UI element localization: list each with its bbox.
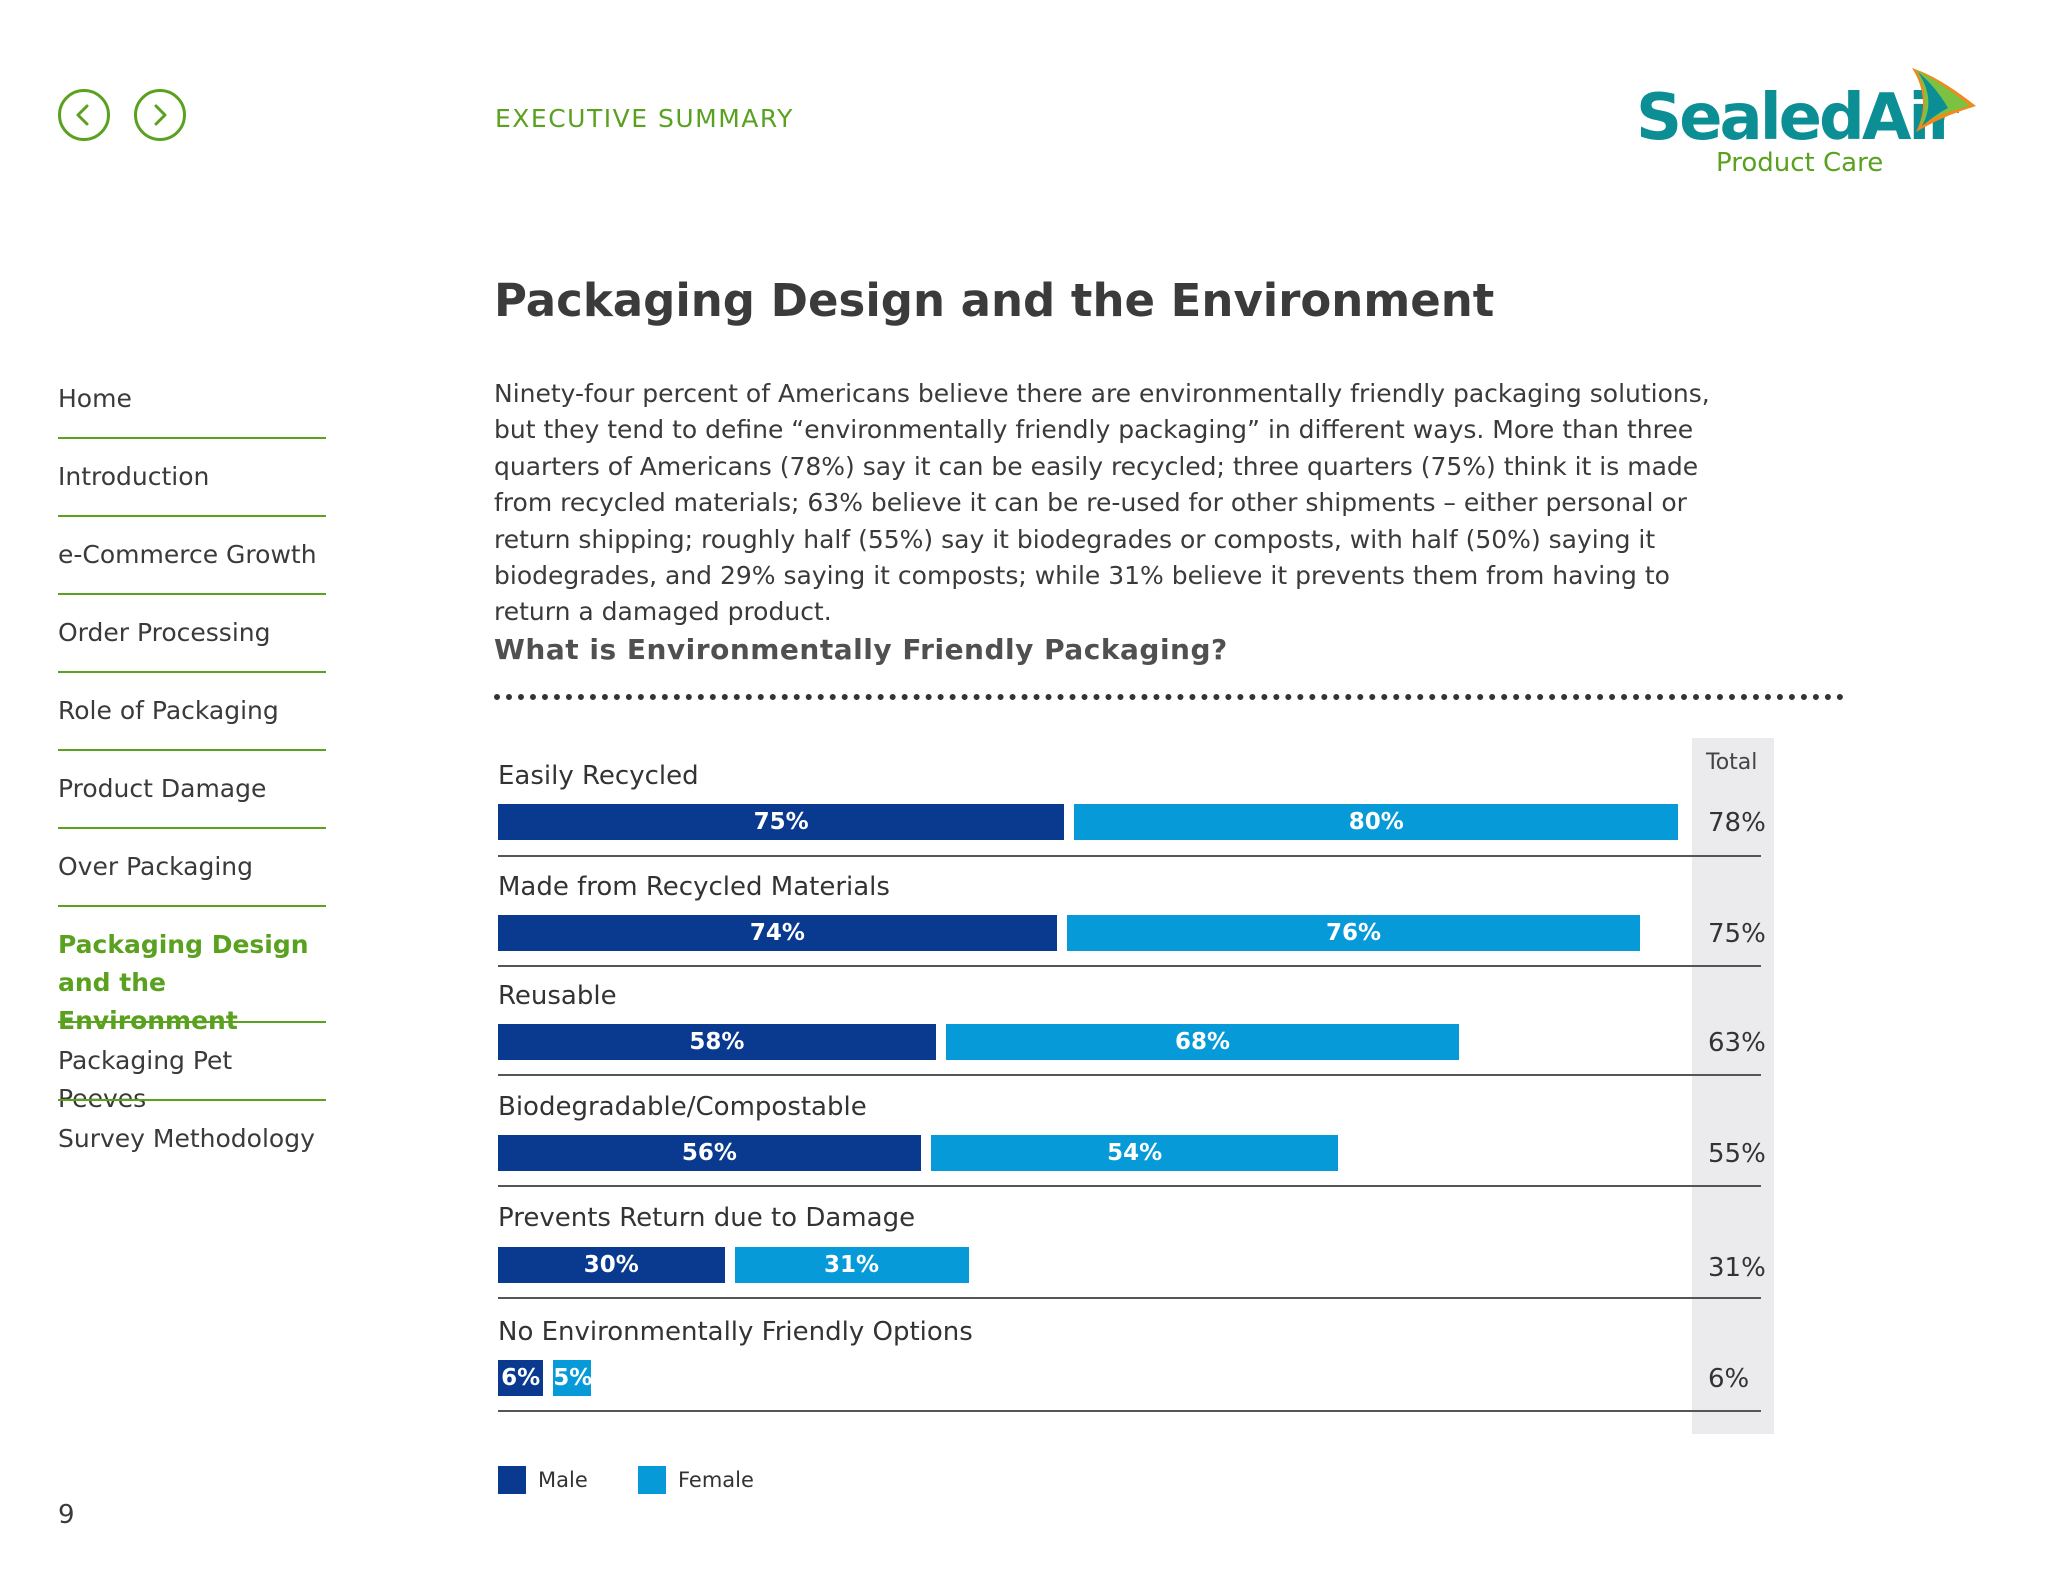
sidebar-item-packaging-pet-peeves[interactable]: Packaging Pet Peeves	[58, 1046, 233, 1113]
category-label: Prevents Return due to Damage	[498, 1203, 916, 1233]
category-label: Reusable	[498, 981, 617, 1011]
logo-wordmark: SealedAir	[1636, 81, 1959, 155]
category-label: Biodegradable/Compostable	[498, 1092, 867, 1122]
row-divider	[498, 1297, 1761, 1299]
page-title: Packaging Design and the Environment	[494, 274, 1495, 327]
category-label: No Environmentally Friendly Options	[498, 1317, 973, 1347]
total-value: 6%	[1708, 1364, 1750, 1394]
intro-paragraph: Ninety-four percent of Americans believe…	[494, 379, 1710, 627]
bar-male: 56%	[498, 1135, 921, 1171]
nav-divider	[58, 905, 326, 907]
row-divider	[498, 855, 1761, 857]
bar-female: 5%	[553, 1360, 593, 1396]
sidebar-item-role-of-packaging[interactable]: Role of Packaging	[58, 696, 279, 725]
sidebar-item-order-processing[interactable]: Order Processing	[58, 618, 271, 647]
total-column	[1692, 738, 1774, 1434]
row-divider	[498, 1410, 1761, 1412]
total-header: Total	[1706, 750, 1758, 775]
total-value: 78%	[1708, 808, 1766, 838]
bar-value-label: 68%	[1175, 1029, 1231, 1055]
sidebar-item-survey-methodology[interactable]: Survey Methodology	[58, 1124, 315, 1153]
row-divider	[498, 965, 1761, 967]
bar-male: 6%	[498, 1360, 544, 1396]
next-page-button[interactable]	[134, 89, 186, 141]
legend-label-female: Female	[678, 1468, 754, 1492]
sidebar-item-over-packaging[interactable]: Over Packaging	[58, 852, 253, 881]
bar-value-label: 54%	[1107, 1140, 1163, 1166]
bar-male: 30%	[498, 1247, 725, 1283]
bar-value-label: 80%	[1348, 809, 1404, 835]
sail-logo-icon	[1912, 68, 1976, 132]
nav-divider	[58, 827, 326, 829]
nav-divider	[58, 749, 326, 751]
bar-female: 54%	[930, 1135, 1339, 1171]
chart-heading: What is Environmentally Friendly Packagi…	[494, 633, 1228, 666]
bar-female: 76%	[1066, 915, 1641, 951]
sidebar-item-introduction[interactable]: Introduction	[58, 462, 210, 491]
total-value: 55%	[1708, 1139, 1766, 1169]
legend-label-male: Male	[538, 1468, 588, 1492]
bar-value-label: 56%	[681, 1140, 737, 1166]
bar-female: 80%	[1074, 804, 1679, 840]
chevron-left-icon	[76, 104, 89, 126]
section-label: EXECUTIVE SUMMARY	[495, 104, 794, 133]
prev-page-button[interactable]	[58, 89, 110, 141]
sidebar-item-product-damage[interactable]: Product Damage	[58, 774, 267, 803]
bar-value-label: 75%	[753, 809, 809, 835]
bar-male: 58%	[498, 1024, 936, 1060]
category-label: Easily Recycled	[498, 761, 699, 791]
row-divider	[498, 1074, 1761, 1076]
logo-subtext: Product Care	[1716, 148, 1884, 178]
bar-value-label: 31%	[823, 1252, 880, 1278]
page-number: 9	[58, 1500, 75, 1530]
legend-swatch-female	[638, 1466, 666, 1494]
dotted-divider	[494, 694, 1844, 700]
bar-female: 31%	[734, 1247, 969, 1283]
total-value: 63%	[1708, 1028, 1766, 1058]
nav-divider	[58, 515, 326, 517]
bar-value-label: 5%	[553, 1365, 593, 1391]
bar-value-label: 76%	[1326, 920, 1382, 946]
bar-value-label: 6%	[501, 1365, 541, 1391]
total-value: 75%	[1708, 919, 1766, 949]
bar-value-label: 74%	[749, 920, 805, 946]
bar-male: 74%	[498, 915, 1057, 951]
nav-divider	[58, 1099, 326, 1101]
nav-divider	[58, 1021, 326, 1023]
sidebar-item-packaging-design[interactable]: Packaging Design and the Environment	[58, 930, 309, 1035]
bar-value-label: 58%	[689, 1029, 745, 1055]
legend-swatch-male	[498, 1466, 526, 1494]
total-value: 31%	[1708, 1253, 1766, 1283]
bar-value-label: 30%	[583, 1252, 639, 1278]
chevron-right-icon	[154, 104, 167, 126]
sidebar-item-home[interactable]: Home	[58, 384, 132, 413]
sidebar-item-ecommerce-growth[interactable]: e-Commerce Growth	[58, 540, 317, 569]
nav-divider	[58, 593, 326, 595]
nav-divider	[58, 671, 326, 673]
bar-female: 68%	[945, 1024, 1460, 1060]
row-divider	[498, 1185, 1761, 1187]
nav-divider	[58, 437, 326, 439]
category-label: Made from Recycled Materials	[498, 872, 890, 902]
bar-male: 75%	[498, 804, 1065, 840]
